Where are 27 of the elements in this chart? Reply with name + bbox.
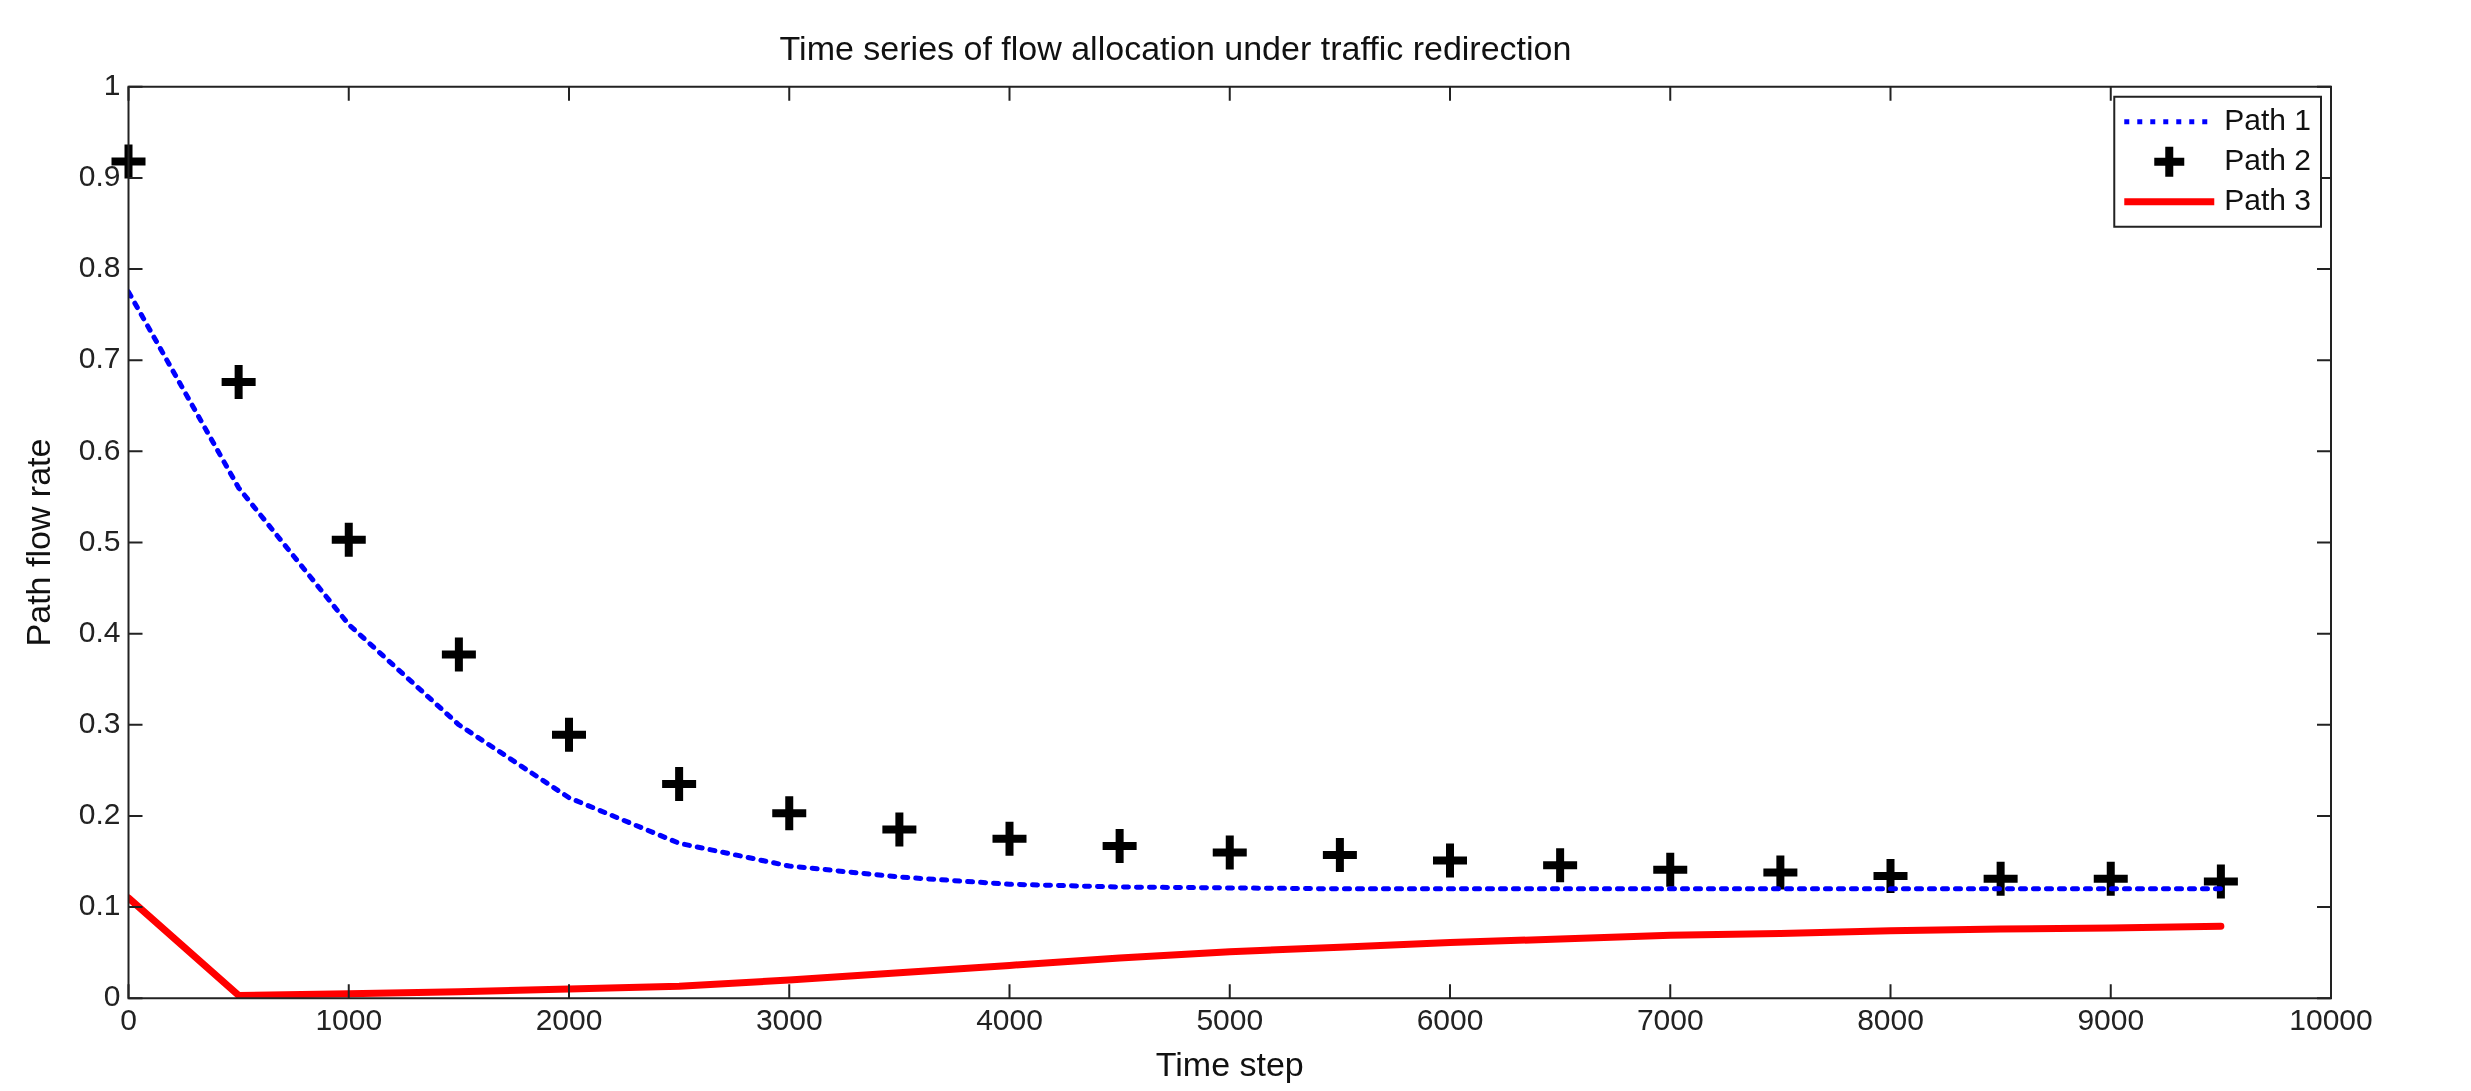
x-tick-label: 6000 [1416,1003,1484,1037]
legend-label: Path 2 [2224,143,2311,177]
legend-label: Path 1 [2224,103,2311,137]
y-tick-label: 0.4 [78,614,121,648]
legend-label: Path 3 [2224,183,2311,217]
x-tick-label: 10000 [2289,1003,2373,1037]
x-tick-label: 8000 [1857,1003,1924,1037]
y-tick-label: 0.3 [78,706,121,740]
y-tick-label: 1 [103,68,121,102]
x-tick-label: 7000 [1636,1003,1704,1037]
y-tick-label: 0.8 [78,250,121,284]
x-tick-label: 9000 [2077,1003,2145,1037]
y-axis-title: Path flow rate [18,438,57,647]
x-tick-label: 2000 [535,1003,603,1037]
x-axis-title: Time step [1155,1044,1304,1083]
chart-title: Time series of flow allocation under traffic redirection [779,28,1572,67]
y-tick-label: 0.7 [78,341,121,375]
y-tick-label: 0.2 [78,797,121,831]
x-tick-label: 5000 [1196,1003,1264,1037]
y-tick-label: 0.1 [78,888,121,922]
y-tick-label: 0.6 [78,432,121,466]
x-tick-label: 1000 [315,1003,383,1037]
y-tick-label: 0 [103,979,121,1013]
x-tick-label: 3000 [755,1003,823,1037]
x-tick-label: 4000 [976,1003,1043,1037]
y-tick-label: 0.5 [78,523,121,557]
y-tick-label: 0.9 [78,159,121,193]
